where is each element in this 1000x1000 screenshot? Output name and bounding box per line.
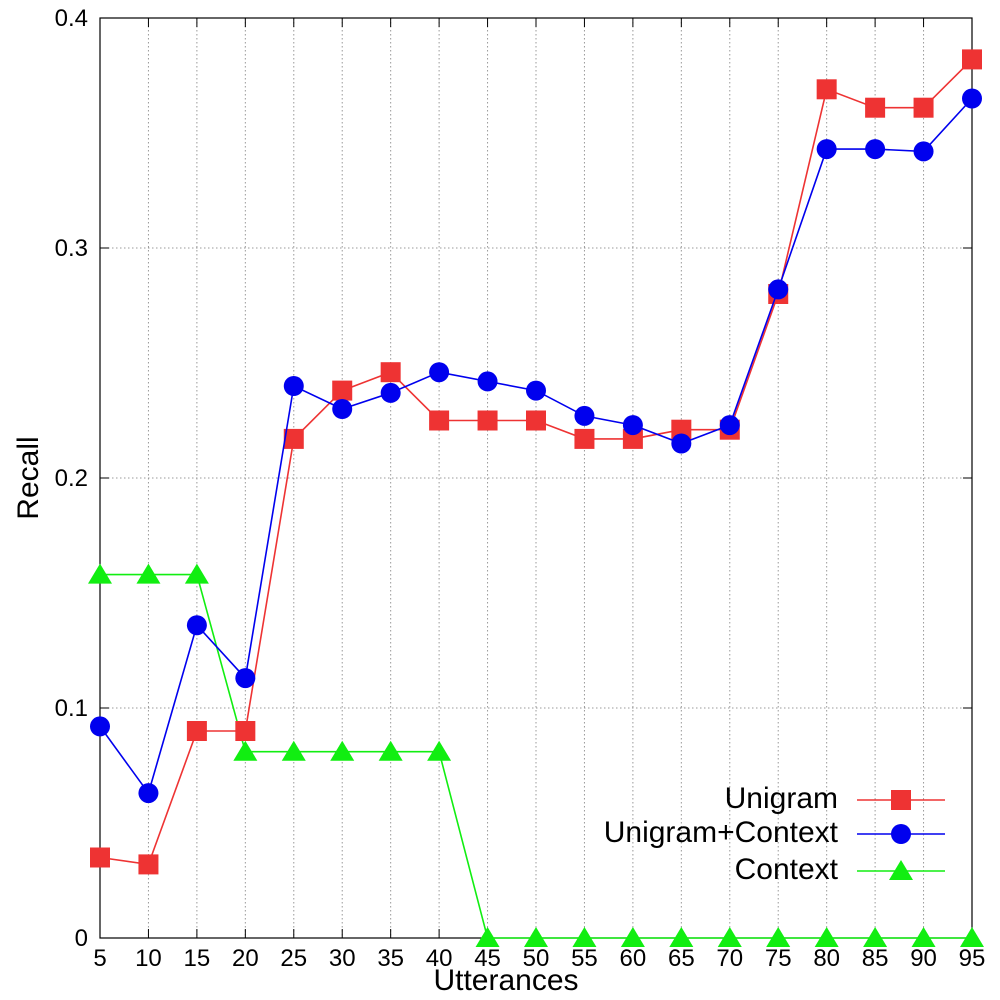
y-tick-label: 0.1 — [55, 695, 88, 722]
data-point — [962, 49, 982, 70]
data-point — [572, 927, 597, 947]
data-point — [768, 279, 789, 300]
data-point — [717, 927, 742, 947]
legend-item: Unigram+Context — [604, 816, 945, 849]
x-tick-label: 50 — [523, 945, 550, 972]
data-point — [865, 139, 886, 160]
x-tick-label: 15 — [184, 945, 211, 972]
x-tick-label: 55 — [571, 945, 598, 972]
data-point — [235, 721, 256, 741]
data-point — [332, 380, 353, 401]
legend-marker — [891, 790, 911, 810]
y-tick-label: 0.4 — [55, 5, 88, 32]
data-point — [427, 740, 452, 761]
legend-item: Unigram — [725, 782, 945, 815]
data-point — [526, 380, 546, 401]
data-point — [186, 615, 207, 636]
data-series — [88, 49, 984, 947]
data-point — [88, 563, 112, 584]
data-point — [671, 419, 692, 440]
x-tick-label: 25 — [280, 945, 307, 972]
data-point — [283, 428, 304, 449]
x-tick-label: 65 — [668, 945, 695, 972]
x-tick-label: 35 — [377, 945, 404, 972]
data-point — [477, 410, 498, 431]
legend-marker — [889, 860, 913, 880]
x-tick-label: 45 — [474, 945, 501, 972]
legend-label: Unigram+Context — [604, 816, 839, 849]
x-tick-label: 5 — [93, 945, 106, 972]
y-tick-label: 0 — [75, 925, 88, 952]
x-tick-label: 85 — [862, 945, 889, 972]
data-point — [233, 740, 258, 761]
data-point — [913, 97, 934, 118]
x-tick-label: 20 — [232, 945, 259, 972]
data-point — [332, 399, 353, 419]
x-axis-title: Utterances — [433, 964, 578, 997]
data-point — [620, 927, 645, 947]
data-point — [962, 88, 982, 109]
data-point — [911, 927, 936, 947]
data-point — [766, 927, 791, 947]
grid-lines — [100, 18, 972, 938]
x-tick-label: 75 — [765, 945, 792, 972]
legend-label: Unigram — [725, 782, 838, 815]
x-tick-label: 70 — [716, 945, 743, 972]
y-axis-title: Recall — [12, 436, 45, 519]
data-point — [235, 668, 256, 689]
data-point — [574, 428, 595, 449]
x-tick-label: 60 — [620, 945, 647, 972]
data-point — [138, 854, 159, 875]
data-point — [136, 563, 161, 584]
data-point — [526, 410, 546, 431]
data-point — [814, 927, 839, 947]
x-tick-label: 95 — [959, 945, 986, 972]
data-point — [429, 410, 450, 431]
data-point — [865, 97, 886, 118]
data-point — [378, 740, 403, 761]
legend-marker — [891, 824, 911, 844]
series-2 — [88, 563, 984, 947]
legend-label: Context — [735, 853, 839, 886]
data-point — [330, 740, 355, 761]
data-point — [960, 927, 984, 947]
series-line — [99, 58, 973, 866]
x-tick-label: 30 — [329, 945, 356, 972]
data-point — [380, 362, 401, 383]
y-tick-labels: 0 0.1 0.2 0.3 0.4 — [55, 5, 88, 952]
data-point — [380, 382, 401, 403]
data-point — [719, 415, 740, 436]
data-point — [816, 139, 837, 160]
data-point — [574, 405, 595, 426]
x-tick-label: 80 — [813, 945, 840, 972]
data-point — [863, 927, 888, 947]
data-point — [138, 783, 159, 804]
data-point — [622, 415, 643, 436]
x-tick-label: 40 — [426, 945, 453, 972]
x-tick-labels: 5 10 15 20 25 30 35 40 45 50 55 60 65 70 75 80 85 90 95 — [93, 945, 985, 972]
y-tick-label: 0.2 — [55, 465, 88, 492]
data-point — [281, 740, 306, 761]
y-tick-label: 0.3 — [55, 235, 88, 262]
data-point — [671, 433, 692, 454]
data-point — [429, 362, 450, 383]
x-tick-label: 90 — [910, 945, 937, 972]
data-point — [283, 376, 304, 396]
data-point — [524, 927, 548, 947]
data-point — [622, 428, 643, 449]
x-tick-label: 10 — [135, 945, 162, 972]
data-point — [816, 79, 837, 100]
data-point — [669, 927, 694, 947]
data-point — [477, 371, 498, 392]
series-1 — [90, 88, 982, 804]
data-point — [184, 563, 209, 584]
data-point — [90, 847, 110, 868]
data-point — [186, 721, 207, 741]
data-point — [90, 716, 110, 737]
data-point — [913, 141, 934, 162]
data-point — [475, 927, 500, 947]
legend-item: Context — [735, 853, 945, 886]
